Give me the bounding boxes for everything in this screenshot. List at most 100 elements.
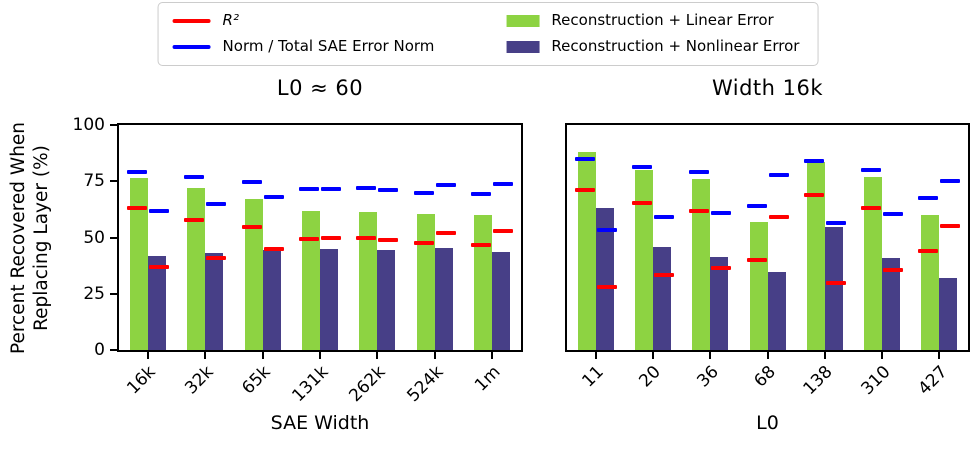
norm-marker — [378, 188, 399, 193]
r2-marker — [435, 231, 456, 235]
bar-linear-error — [806, 162, 825, 350]
y-tick-label: 75 — [83, 171, 105, 192]
x-tick-label: 36 — [692, 362, 723, 392]
legend-label-nonlinear: Reconstruction + Nonlinear Error — [551, 37, 800, 55]
r2-marker — [883, 268, 904, 273]
legend-item-r2: R² — [172, 11, 435, 30]
x-tick-label: 1m — [470, 362, 505, 396]
y-tick — [110, 349, 117, 351]
bar-linear-error — [416, 213, 435, 350]
norm-marker — [746, 204, 767, 208]
bar-linear-error — [577, 152, 596, 350]
x-tick — [433, 352, 436, 359]
x-tick-label: 138 — [799, 362, 837, 400]
bar-linear-error — [302, 210, 320, 350]
y-axis-label: Percent Recovered When Replacing Layer (… — [7, 122, 53, 354]
norm-marker — [126, 170, 147, 175]
norm-marker — [803, 159, 824, 163]
r2-marker — [184, 217, 205, 222]
y-axis-label-line1: Percent Recovered When — [7, 121, 29, 355]
r2-marker — [803, 192, 824, 197]
legend-item-norm: Norm / Total SAE Error Norm — [172, 37, 435, 56]
bar-nonlinear-error — [939, 278, 958, 350]
y-tick-label: 50 — [83, 227, 105, 248]
r2-marker — [689, 208, 710, 213]
norm-marker — [689, 170, 710, 175]
bar-linear-error — [359, 211, 378, 350]
bar-nonlinear-error — [492, 252, 511, 350]
bar-linear-error — [692, 179, 711, 350]
r2-marker — [263, 246, 284, 251]
norm-line-swatch — [172, 44, 211, 49]
x-tick-label: 32k — [180, 362, 218, 399]
y-tick — [110, 236, 117, 239]
legend-label-norm: Norm / Total SAE Error Norm — [222, 37, 435, 55]
r2-marker — [321, 235, 341, 240]
r2-marker — [918, 249, 939, 253]
nonlinear-patch-swatch — [506, 40, 540, 53]
norm-marker — [184, 174, 205, 179]
x-tick-label: 131k — [288, 362, 333, 407]
r2-marker — [413, 241, 434, 246]
bar-linear-error — [864, 176, 883, 350]
norm-marker — [631, 164, 652, 169]
r2-marker — [299, 236, 319, 241]
norm-marker — [940, 179, 961, 184]
norm-marker — [471, 191, 492, 196]
x-tick-label: 262k — [345, 362, 390, 407]
y-tick-label: 25 — [83, 283, 105, 304]
bar-linear-error — [921, 215, 940, 350]
y-tick — [110, 124, 117, 126]
right-plot-title: Width 16k — [711, 76, 824, 100]
bar-nonlinear-error — [824, 227, 843, 350]
right-x-axis-label: L0 — [756, 412, 779, 434]
bar-nonlinear-error — [147, 255, 166, 350]
bar-nonlinear-error — [434, 247, 453, 350]
norm-marker — [574, 156, 595, 161]
r2-marker — [493, 228, 514, 233]
norm-marker — [711, 210, 732, 215]
norm-marker — [263, 195, 284, 199]
bar-nonlinear-error — [377, 249, 396, 350]
bar-linear-error — [749, 221, 768, 350]
norm-marker — [768, 172, 789, 177]
norm-marker — [825, 220, 846, 225]
norm-marker — [413, 190, 434, 195]
x-tick — [881, 352, 884, 359]
x-tick — [204, 352, 207, 359]
r2-marker — [241, 225, 262, 230]
legend: R² Norm / Total SAE Error Norm Reconstru… — [157, 2, 819, 66]
x-tick — [376, 352, 379, 359]
left-plot-title: L0 ≈ 60 — [276, 76, 364, 100]
norm-marker — [493, 181, 514, 186]
norm-marker — [596, 227, 617, 232]
bar-nonlinear-error — [205, 253, 224, 350]
bar-linear-error — [187, 188, 206, 350]
x-tick — [146, 352, 149, 359]
r2-marker — [653, 272, 674, 277]
bar-linear-error — [634, 170, 653, 350]
x-tick — [491, 352, 494, 359]
x-tick — [319, 352, 321, 359]
legend-label-r2: R² — [222, 11, 239, 29]
y-tick — [110, 180, 117, 183]
norm-marker — [321, 187, 341, 192]
legend-item-linear: Reconstruction + Linear Error — [506, 11, 799, 30]
norm-marker — [653, 215, 674, 220]
r2-marker — [126, 206, 147, 211]
x-tick — [766, 352, 769, 359]
r2-marker — [206, 255, 227, 260]
x-tick — [261, 352, 264, 359]
x-tick-label: 16k — [123, 362, 160, 399]
r2-marker — [768, 215, 789, 220]
r2-marker — [148, 264, 169, 269]
r2-marker — [746, 258, 767, 262]
r2-marker — [861, 206, 882, 211]
r2-marker — [471, 243, 492, 248]
bar-linear-error — [129, 177, 148, 350]
bar-nonlinear-error — [767, 272, 786, 350]
linear-patch-swatch — [506, 14, 540, 27]
x-tick-label: 68 — [750, 362, 780, 392]
r2-marker — [940, 224, 961, 229]
x-tick-label: 524k — [402, 362, 448, 407]
